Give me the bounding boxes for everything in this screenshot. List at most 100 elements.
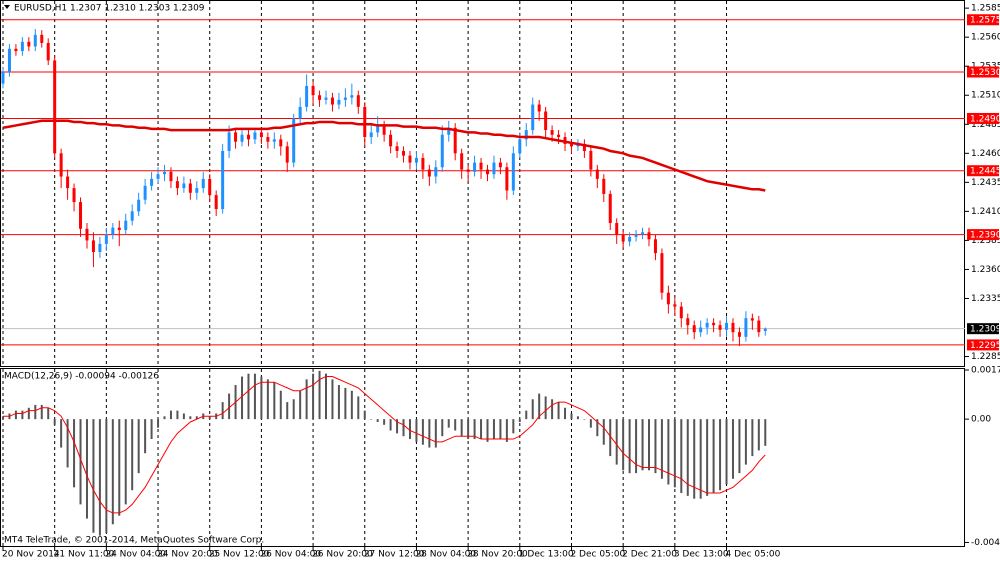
- candle-body: [221, 150, 225, 210]
- candle-body: [647, 232, 651, 240]
- candle-body: [91, 240, 95, 253]
- candle-body: [460, 153, 464, 170]
- candle-body: [53, 60, 57, 154]
- y-tick-label: 1.2585: [971, 4, 1000, 14]
- macd-bar: [641, 419, 644, 471]
- x-tick-label: 21 Nov 11:00: [54, 550, 115, 560]
- level-tag: [967, 66, 999, 78]
- macd-bar: [376, 419, 379, 422]
- macd-bar: [408, 419, 411, 440]
- candle-body: [195, 188, 199, 193]
- x-tick-label: 27 Nov 12:00: [364, 550, 425, 560]
- macd-bar: [260, 376, 263, 420]
- candle-body: [757, 320, 761, 333]
- candle-body: [350, 95, 354, 98]
- macd-bar: [344, 387, 347, 420]
- candle-body: [46, 42, 50, 61]
- macd-bar: [40, 404, 43, 420]
- macd-bar: [421, 419, 424, 445]
- level-label: 1.2295: [970, 341, 1000, 351]
- candle-body: [505, 167, 509, 191]
- candle-body: [673, 304, 677, 307]
- candle-body: [85, 228, 89, 241]
- macd-bar: [648, 419, 650, 471]
- candle-body: [634, 234, 638, 237]
- macd-bar: [744, 419, 747, 465]
- candle-body: [201, 178, 205, 189]
- level-label: 1.2490: [970, 114, 1000, 124]
- candle-body: [615, 222, 619, 235]
- macd-bar: [47, 407, 50, 420]
- macd-bar: [712, 419, 715, 494]
- macd-bar: [525, 410, 528, 420]
- candle-body: [395, 146, 399, 151]
- candle-body: [72, 188, 76, 203]
- macd-bar: [157, 419, 160, 428]
- x-tick-label: 26 Nov 20:00: [312, 550, 373, 560]
- menu-triangle[interactable]: [4, 5, 10, 9]
- candle-body: [492, 162, 496, 175]
- candle-body: [240, 134, 244, 142]
- candle-body: [641, 232, 645, 235]
- macd-bar: [434, 419, 437, 448]
- candle-body: [440, 134, 444, 168]
- candle-body: [363, 106, 367, 138]
- macd-bar: [124, 419, 127, 505]
- macd-bar: [299, 390, 302, 420]
- level-tag: [967, 339, 999, 351]
- candle-body: [621, 234, 625, 242]
- candle-body: [692, 325, 696, 333]
- macd-bar: [389, 419, 392, 431]
- candle-body: [402, 150, 406, 156]
- macd-bar: [253, 373, 256, 420]
- candle-body: [253, 132, 257, 140]
- macd-bar: [751, 419, 754, 457]
- macd-bar: [131, 419, 134, 491]
- macd-bar: [628, 419, 631, 474]
- candle-body: [285, 146, 289, 163]
- macd-bar: [169, 410, 172, 420]
- candle-body: [731, 322, 735, 333]
- macd-bar: [273, 382, 276, 420]
- candle-body: [479, 162, 483, 170]
- macd-bar: [111, 419, 114, 525]
- macd-bar: [221, 402, 224, 420]
- candle-body: [143, 185, 147, 200]
- x-tick-label: 2 Dec 21:00: [622, 550, 677, 560]
- candle-body: [531, 104, 535, 131]
- macd-bar: [583, 419, 586, 420]
- x-tick-label: 26 Nov 04:00: [260, 550, 321, 560]
- x-tick-label: 1 Dec 13:00: [519, 550, 574, 560]
- candle-body: [79, 202, 83, 229]
- candle-body: [660, 253, 664, 293]
- copyright: MT4 TeleTrade, © 2001-2014, MetaQuotes S…: [4, 536, 264, 546]
- candle-body: [117, 227, 121, 230]
- candle-body: [259, 132, 263, 138]
- macd-bar: [738, 419, 741, 474]
- macd-bar: [363, 410, 366, 420]
- macd-bar: [228, 393, 231, 420]
- candle-body: [214, 195, 218, 210]
- candle-body: [750, 318, 754, 321]
- candle-body: [1, 72, 5, 84]
- macd-bar: [551, 399, 554, 420]
- macd-bar: [318, 370, 321, 420]
- candle-body: [421, 157, 425, 170]
- candle-body: [318, 95, 322, 100]
- candle-body: [292, 118, 296, 163]
- candle-body: [582, 144, 586, 151]
- candle-body: [737, 332, 741, 337]
- level-label: 1.2445: [970, 167, 1000, 177]
- x-tick-label: 28 Nov 04:00: [415, 550, 476, 560]
- macd-bar: [492, 419, 495, 440]
- moving-average: [2, 119, 766, 192]
- x-tick-label: 3 Dec 13:00: [674, 550, 729, 560]
- macd-bar: [182, 413, 185, 420]
- macd-bar: [680, 419, 683, 494]
- macd-bar: [454, 419, 457, 431]
- y-tick-label: -0.00434: [971, 538, 1000, 548]
- candle-body: [66, 176, 70, 189]
- macd-bar: [357, 396, 360, 420]
- macd-bar: [499, 419, 502, 440]
